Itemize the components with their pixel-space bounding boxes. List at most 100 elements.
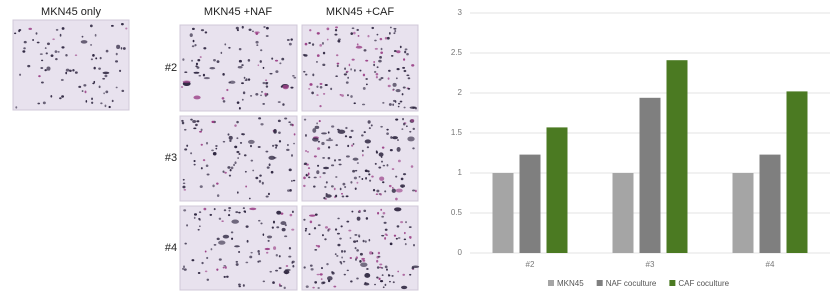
cell xyxy=(354,169,358,172)
cell xyxy=(323,196,326,200)
cell xyxy=(83,84,87,87)
cell xyxy=(376,259,379,263)
cell xyxy=(366,146,370,149)
cell xyxy=(347,144,350,148)
x-tick-label: #3 xyxy=(646,260,655,269)
cell xyxy=(356,249,359,252)
cell xyxy=(272,281,275,284)
cell xyxy=(346,269,349,272)
cell xyxy=(105,90,109,94)
cell xyxy=(198,217,201,220)
cell xyxy=(231,219,239,224)
cell xyxy=(380,47,383,51)
cell xyxy=(361,149,364,153)
cell xyxy=(363,49,367,52)
cell xyxy=(222,140,226,143)
cell xyxy=(182,80,191,84)
row-label: #2 xyxy=(165,62,177,74)
cell xyxy=(356,216,361,221)
cell xyxy=(204,270,208,273)
cell xyxy=(412,127,415,130)
cell xyxy=(262,81,266,85)
cell xyxy=(391,136,398,140)
cell xyxy=(387,84,391,88)
row-label: #3 xyxy=(165,152,177,164)
cell xyxy=(367,34,370,38)
cell xyxy=(346,220,350,223)
cell xyxy=(364,240,367,243)
cell xyxy=(345,70,349,73)
cell xyxy=(335,176,338,178)
cell xyxy=(312,128,317,133)
cell xyxy=(92,82,95,85)
cell xyxy=(271,57,274,60)
cell xyxy=(319,82,323,86)
cell xyxy=(371,175,374,178)
cell xyxy=(389,26,392,29)
cell xyxy=(381,160,383,163)
cell xyxy=(65,71,68,75)
cell xyxy=(378,166,382,169)
cell xyxy=(366,268,369,270)
legend-swatch xyxy=(596,280,603,286)
cell xyxy=(228,174,232,177)
cell xyxy=(254,31,260,34)
cell xyxy=(195,62,199,66)
cell xyxy=(228,206,232,210)
cell xyxy=(197,272,201,274)
cell xyxy=(316,32,320,35)
cell xyxy=(303,163,307,166)
cell xyxy=(218,240,226,245)
cell xyxy=(404,50,407,54)
cell xyxy=(372,188,376,192)
cell xyxy=(278,255,281,258)
cell xyxy=(61,46,65,49)
cell xyxy=(236,137,239,140)
cell xyxy=(273,156,277,159)
cell xyxy=(341,94,344,97)
cell xyxy=(392,281,395,284)
column-title: MKN45 +CAF xyxy=(326,6,394,18)
cell xyxy=(61,95,65,98)
cell xyxy=(308,88,311,90)
legend-swatch xyxy=(548,280,554,286)
cell xyxy=(326,38,329,41)
cell xyxy=(284,117,288,120)
cell xyxy=(327,156,331,160)
cell xyxy=(330,164,335,167)
cell xyxy=(309,83,313,86)
cell xyxy=(182,267,184,270)
bar xyxy=(546,127,568,253)
cell xyxy=(308,41,312,44)
cell xyxy=(341,192,343,195)
cell xyxy=(316,94,319,97)
cell xyxy=(104,74,108,78)
cell xyxy=(260,94,263,97)
cell xyxy=(186,224,189,227)
cell xyxy=(245,225,249,228)
cell xyxy=(292,264,295,268)
cell xyxy=(393,27,397,30)
cell xyxy=(390,136,393,139)
cell xyxy=(266,93,269,96)
cell xyxy=(309,220,313,224)
cell xyxy=(213,243,217,246)
cell xyxy=(350,32,354,36)
micrograph xyxy=(179,205,298,291)
cell xyxy=(351,210,354,213)
cell xyxy=(410,118,415,123)
cell xyxy=(262,103,266,105)
cell xyxy=(250,251,253,254)
cell xyxy=(334,33,338,36)
cell xyxy=(396,147,401,152)
cell xyxy=(284,268,291,272)
cell xyxy=(221,220,224,222)
cell xyxy=(347,94,349,97)
cell xyxy=(233,163,236,167)
cell xyxy=(216,237,220,241)
cell xyxy=(230,231,234,234)
cell xyxy=(258,252,260,256)
cell xyxy=(231,237,234,241)
cell xyxy=(267,192,270,196)
cell xyxy=(371,26,375,30)
